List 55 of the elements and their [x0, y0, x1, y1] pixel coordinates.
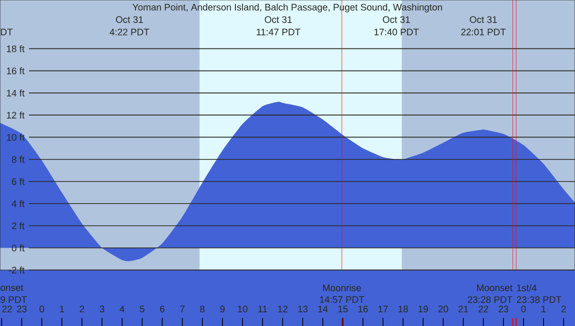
ref-line-label: Moonset — [477, 284, 513, 292]
text: onset — [0, 284, 24, 291]
annotation: Oct 31 — [116, 16, 143, 23]
y-tick-label: 18 ft — [6, 45, 25, 52]
x-tick-label: 10 — [238, 306, 248, 312]
x-tick-label: 3 — [100, 306, 104, 312]
x-tick-label: 8 — [200, 306, 205, 312]
x-tick-label: 22 — [478, 306, 488, 312]
annotation: Oct 31 — [264, 16, 292, 23]
y-tick-label: 14 ft — [6, 89, 25, 96]
y-tick-label: 16 ft — [6, 67, 25, 74]
x-tick-label: 22 — [2, 306, 12, 312]
annotation: 17:40 PDT — [374, 28, 419, 36]
text: 23:28 PDT — [468, 296, 512, 303]
x-tick-label: 16 — [358, 306, 368, 312]
annotation: Oct 31 — [382, 16, 410, 23]
x-tick-label: 0 — [521, 306, 526, 312]
x-tick-label: 21 — [458, 306, 468, 312]
annotation: Oct 31 — [470, 16, 497, 23]
x-tick-label: 23 — [498, 306, 508, 312]
y-tick-label: 2 ft — [12, 222, 25, 230]
x-tick-label: 20 — [438, 306, 448, 312]
text: 23:38 PDT — [516, 296, 562, 303]
x-tick-label: 4 — [120, 306, 124, 312]
x-tick-label: 0 — [40, 306, 44, 312]
x-tick-label: 2 — [561, 306, 566, 312]
annotation: 22:01 PDT — [461, 28, 506, 36]
ref-line-label: Moonrise — [323, 284, 361, 292]
x-tick-label: 14 — [318, 306, 328, 312]
y-tick-label: 4 ft — [12, 200, 25, 208]
x-tick-label: 6 — [160, 306, 164, 312]
x-tick-label: 1 — [542, 306, 546, 312]
x-tick-label: 13 — [298, 306, 308, 312]
x-tick-label: 12 — [278, 306, 288, 312]
annotation: 4:22 PDT — [110, 28, 150, 36]
y-tick-label: 8 ft — [12, 156, 25, 163]
x-tick-label: 2 — [80, 306, 84, 312]
annotation: DT — [0, 28, 13, 36]
y-tick-label: 12 ft — [6, 112, 25, 119]
x-tick-label: 11 — [258, 306, 268, 312]
y-tick-label: 10 ft — [6, 134, 25, 141]
x-tick-label: 15 — [338, 306, 348, 312]
x-tick-label: 17 — [378, 306, 388, 312]
x-tick-label: 7 — [180, 306, 184, 312]
x-tick-label: 5 — [140, 306, 144, 312]
text: 14:57 PDT — [320, 296, 364, 303]
x-tick-label: 18 — [398, 306, 408, 312]
text: 9 PDT — [0, 296, 27, 303]
annotation: 11:47 PDT — [256, 28, 300, 36]
x-tick-label: 9 — [220, 306, 225, 312]
x-tick-label: 1 — [60, 306, 64, 312]
ref-line-label: 1st/4 — [517, 284, 537, 292]
y-tick-label: 6 ft — [12, 178, 25, 185]
x-tick-label: 23 — [16, 306, 27, 312]
x-tick-label: 19 — [418, 306, 428, 312]
